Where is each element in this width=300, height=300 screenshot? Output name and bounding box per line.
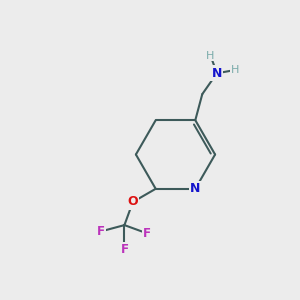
- Text: O: O: [128, 196, 138, 208]
- Text: H: H: [206, 51, 215, 61]
- Text: N: N: [190, 182, 200, 195]
- Text: N: N: [212, 67, 222, 80]
- Text: F: F: [143, 227, 151, 240]
- Text: H: H: [231, 65, 239, 75]
- Text: F: F: [97, 225, 105, 238]
- Text: F: F: [120, 243, 128, 256]
